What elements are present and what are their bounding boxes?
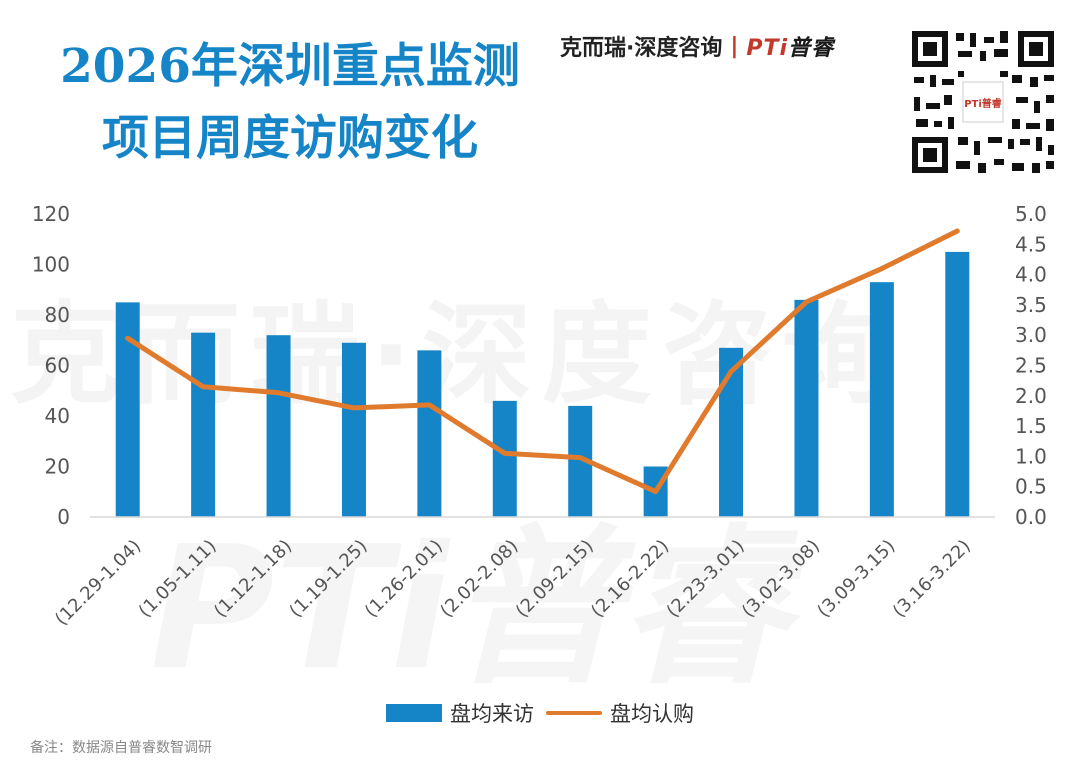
qr-code-icon: PTi普睿 bbox=[908, 27, 1058, 177]
y-right-tick: 4.5 bbox=[1015, 232, 1047, 256]
qr-caption: PTi普睿 bbox=[964, 97, 1003, 110]
y-left-tick: 60 bbox=[45, 354, 70, 378]
x-tick-label: (3.16-3.22) bbox=[889, 536, 975, 622]
brand-company: 克而瑞·深度咨询 bbox=[560, 36, 723, 61]
legend-item-visits: 盘均来访 bbox=[386, 698, 534, 728]
bar-visits-1 bbox=[191, 332, 216, 517]
x-tick-label: (2.23-3.01) bbox=[663, 536, 749, 622]
chart-title-line2: 项目周度访购变化 bbox=[102, 111, 478, 166]
x-tick-label: (1.19-1.25) bbox=[285, 536, 371, 622]
brand-divider: | bbox=[730, 33, 739, 59]
x-tick-label: (12.29-1.04) bbox=[51, 536, 145, 630]
bar-visits-5 bbox=[492, 400, 517, 517]
y-left-tick: 80 bbox=[45, 303, 70, 327]
legend-swatch-bar bbox=[386, 704, 442, 722]
chart-title-line1: 2026年深圳重点监测 bbox=[60, 39, 520, 94]
bar-visits-2 bbox=[266, 335, 291, 517]
y-right-tick: 1.0 bbox=[1015, 444, 1047, 468]
y-right-tick: 0.5 bbox=[1015, 475, 1047, 499]
y-right-tick: 4.0 bbox=[1015, 263, 1047, 287]
bar-visits-3 bbox=[341, 342, 366, 517]
x-tick-label: (2.16-2.22) bbox=[587, 536, 673, 622]
y-right-tick: 5.0 bbox=[1015, 202, 1047, 226]
x-tick-label: (2.02-2.08) bbox=[436, 536, 522, 622]
bar-visits-4 bbox=[417, 350, 442, 517]
legend-swatch-line bbox=[546, 711, 602, 715]
bar-visits-9 bbox=[794, 299, 819, 517]
bar-visits-11 bbox=[945, 251, 970, 517]
y-right-tick: 3.5 bbox=[1015, 293, 1047, 317]
bar-visits-0 bbox=[115, 302, 140, 517]
y-left-tick: 40 bbox=[45, 404, 70, 428]
y-left-tick: 20 bbox=[45, 455, 70, 479]
y-right-tick: 1.5 bbox=[1015, 414, 1047, 438]
x-tick-label: (3.02-3.08) bbox=[738, 536, 824, 622]
x-tick-label: (1.05-1.11) bbox=[135, 536, 221, 622]
y-left-tick: 120 bbox=[32, 202, 70, 226]
legend-label-subscriptions: 盘均认购 bbox=[610, 702, 694, 726]
legend-label-visits: 盘均来访 bbox=[450, 702, 534, 726]
y-right-tick: 0.0 bbox=[1015, 505, 1047, 529]
y-right-tick: 3.0 bbox=[1015, 323, 1047, 347]
brand-logo: PTi普睿 bbox=[746, 36, 835, 61]
x-tick-label: (2.09-2.15) bbox=[512, 536, 598, 622]
brand-header: 克而瑞·深度咨询 | PTi普睿 bbox=[560, 28, 834, 64]
y-right-tick: 2.0 bbox=[1015, 384, 1047, 408]
series-line-subscriptions bbox=[125, 228, 960, 495]
chart-area: 0 20 40 60 80 100 120 0.0 0.5 1.0 1.5 2.0 2.5 3.0 3.5… bbox=[32, 202, 1047, 630]
x-tick-label: (1.26-2.01) bbox=[361, 536, 447, 622]
y-right-tick: 2.5 bbox=[1015, 354, 1047, 378]
legend-item-subscriptions: 盘均认购 bbox=[546, 698, 694, 728]
x-tick-label: (3.09-3.15) bbox=[813, 536, 899, 622]
footnote: 备注：数据源自普睿数智调研 bbox=[30, 740, 212, 756]
x-tick-label: (1.12-1.18) bbox=[210, 536, 296, 622]
bar-visits-10 bbox=[869, 282, 894, 517]
y-left-tick: 100 bbox=[32, 253, 70, 277]
y-left-tick: 0 bbox=[57, 505, 70, 529]
chart-legend: 盘均来访 盘均认购 bbox=[0, 698, 1080, 728]
